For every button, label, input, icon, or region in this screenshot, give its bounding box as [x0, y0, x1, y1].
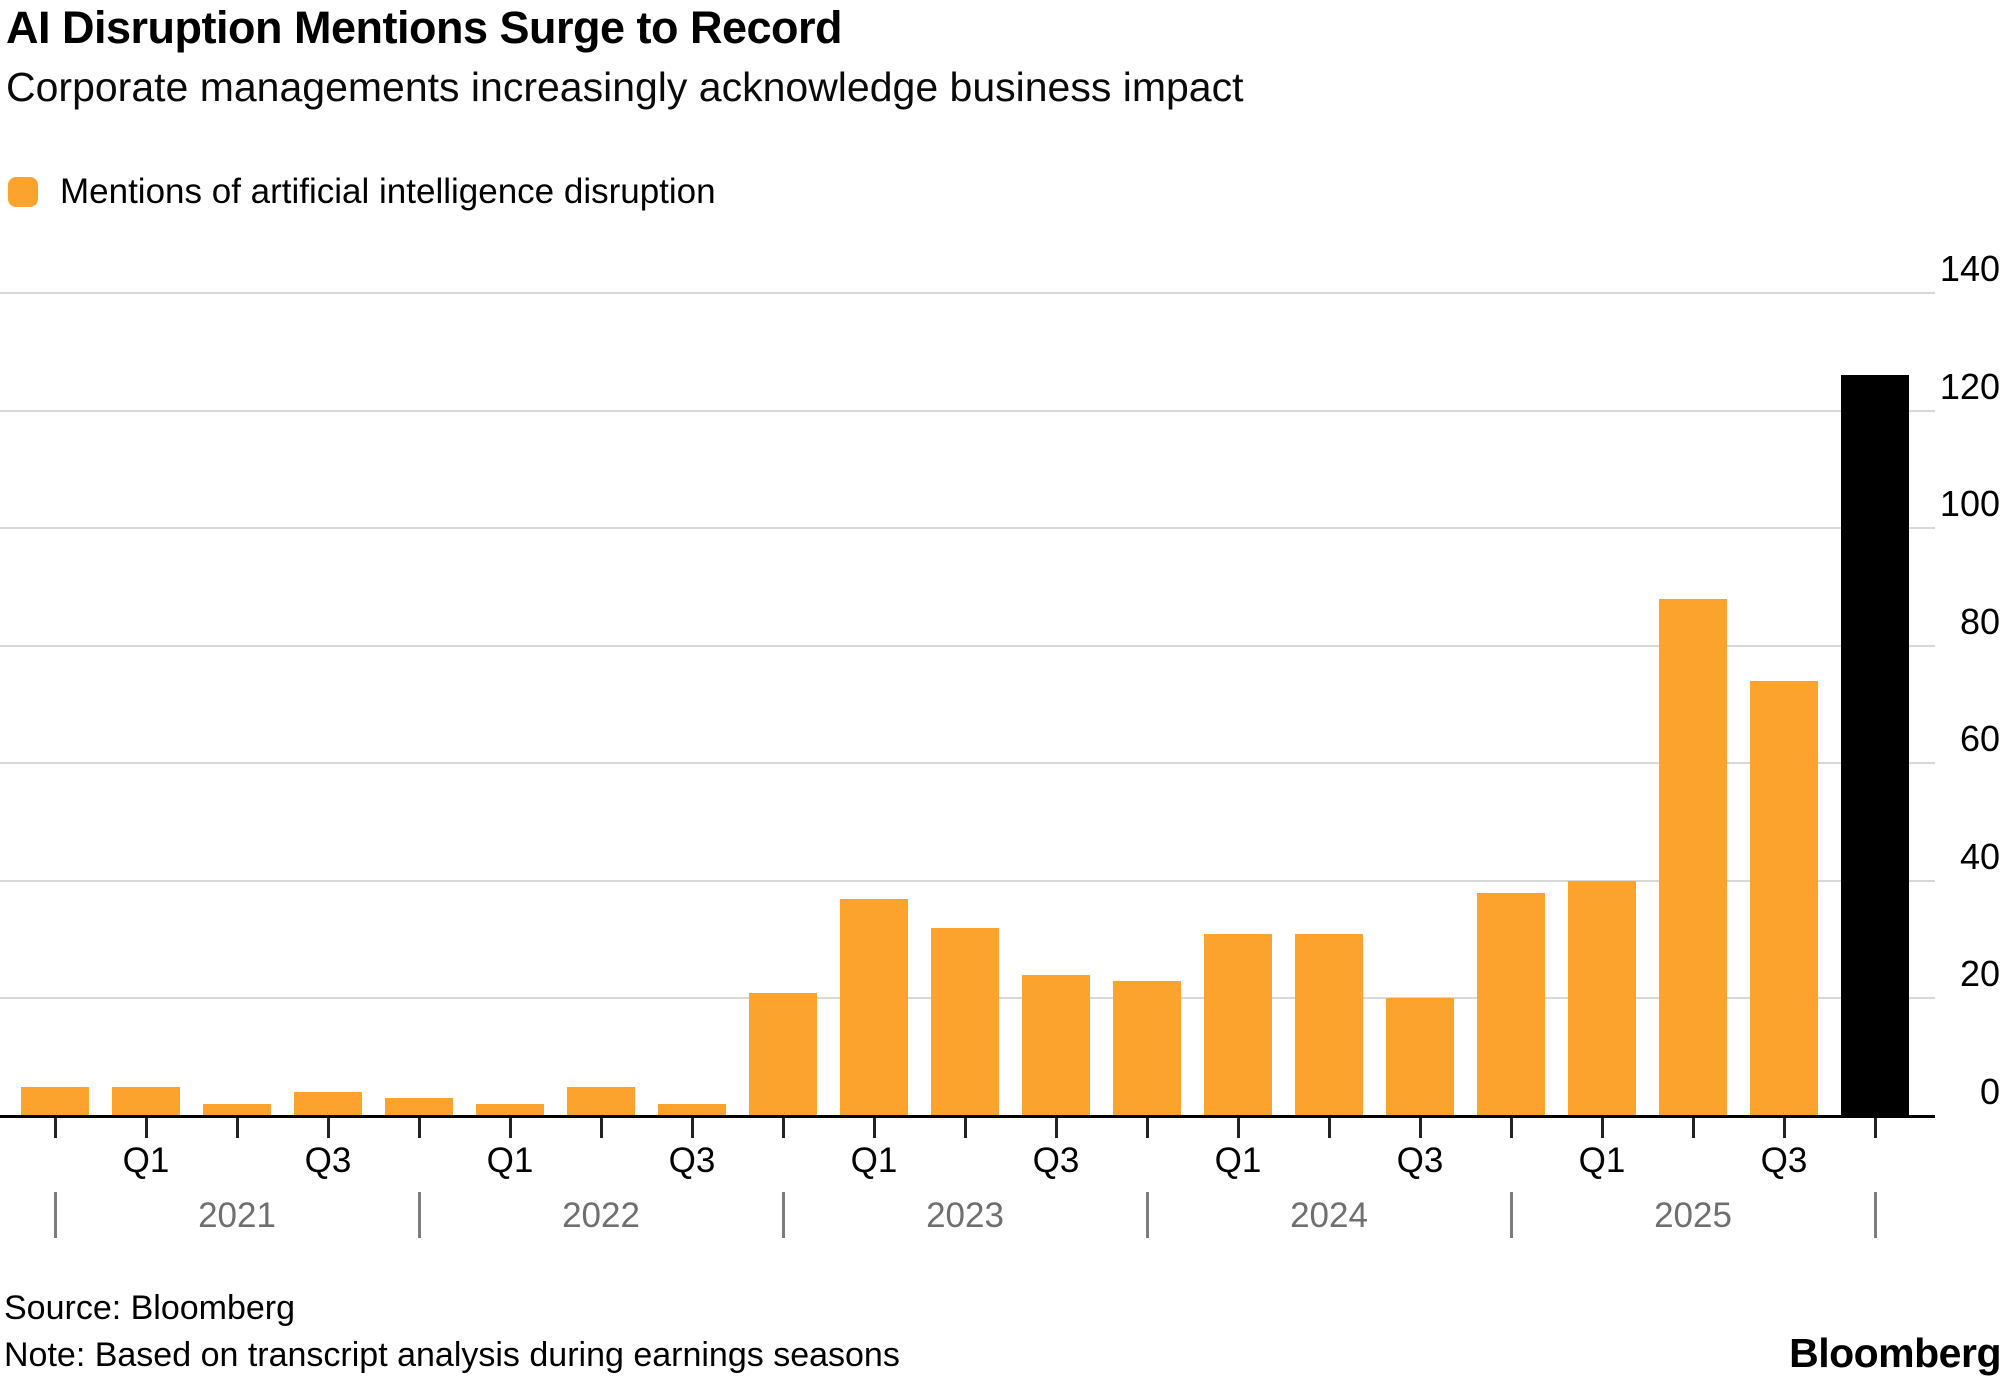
x-axis-tick	[417, 1118, 421, 1138]
bar-2021-q4	[385, 1098, 453, 1116]
y-axis-tick-label: 100	[1939, 483, 2000, 525]
x-axis-tick	[1509, 1118, 1513, 1138]
year-divider	[1509, 1192, 1513, 1238]
bar-2023-q1	[840, 898, 908, 1116]
legend-swatch-icon	[8, 177, 38, 207]
legend: Mentions of artificial intelligence disr…	[8, 172, 716, 212]
x-axis-tick	[963, 1118, 967, 1138]
x-axis-quarter-label: Q3	[1760, 1141, 1808, 1180]
bar-2023-q2	[931, 927, 999, 1116]
x-axis-tick	[1145, 1118, 1149, 1138]
x-axis-tick	[235, 1118, 239, 1138]
x-axis-tick	[1236, 1118, 1240, 1138]
year-label-2024: 2024	[1290, 1196, 1368, 1235]
y-axis-tick-label: 60	[1959, 718, 2000, 760]
x-axis-tick	[1327, 1118, 1331, 1138]
bar-2023-q3	[1022, 974, 1090, 1116]
year-label-2025: 2025	[1654, 1196, 1732, 1235]
bar-2025-q4	[1841, 375, 1909, 1116]
y-axis-tick-label: 120	[1939, 365, 2000, 407]
x-axis-tick	[1054, 1118, 1058, 1138]
gridline-40	[0, 879, 1935, 882]
bar-2021-q3	[294, 1092, 362, 1116]
bar-2024-q3	[1386, 998, 1454, 1116]
year-divider	[417, 1192, 421, 1238]
x-axis-quarter-label: Q1	[122, 1141, 170, 1180]
bar-2021-q2	[203, 1104, 271, 1116]
x-axis-tick	[1418, 1118, 1422, 1138]
note-text: Note: Based on transcript analysis durin…	[4, 1336, 900, 1374]
bar-2020-q4	[21, 1086, 89, 1116]
x-axis-tick	[326, 1118, 330, 1138]
bar-2022-q1	[476, 1104, 544, 1116]
x-axis-tick	[1782, 1118, 1786, 1138]
x-axis-quarter-label: Q3	[304, 1141, 352, 1180]
year-label-2021: 2021	[198, 1196, 276, 1235]
x-axis-quarter-label: Q3	[668, 1141, 716, 1180]
bloomberg-logo: Bloomberg	[1789, 1330, 2001, 1376]
year-divider	[53, 1192, 57, 1238]
x-axis-tick	[508, 1118, 512, 1138]
bar-2022-q2	[567, 1086, 635, 1116]
legend-label: Mentions of artificial intelligence disr…	[60, 172, 716, 211]
x-axis-quarter-label: Q1	[1578, 1141, 1626, 1180]
x-axis-tick	[144, 1118, 148, 1138]
x-axis-quarter-label: Q3	[1032, 1141, 1080, 1180]
x-axis-tick	[53, 1118, 57, 1138]
bar-2024-q2	[1295, 933, 1363, 1116]
x-axis-tick	[690, 1118, 694, 1138]
bar-2025-q3	[1750, 681, 1818, 1116]
bar-2022-q4	[749, 992, 817, 1116]
y-axis-tick-label: 0	[1979, 1071, 2000, 1112]
page-title: AI Disruption Mentions Surge to Record	[6, 2, 843, 53]
bar-2025-q1	[1568, 880, 1636, 1116]
page-subtitle: Corporate managements increasingly ackno…	[6, 64, 1244, 110]
x-axis-baseline	[0, 1115, 1935, 1118]
x-axis-tick	[781, 1118, 785, 1138]
gridline-100	[0, 527, 1935, 530]
year-label-2023: 2023	[926, 1196, 1004, 1235]
x-axis-quarter-label: Q1	[1214, 1141, 1262, 1180]
bar-2024-q1	[1204, 933, 1272, 1116]
gridline-140	[0, 292, 1935, 295]
source-text: Source: Bloomberg	[4, 1289, 296, 1327]
x-axis-quarter-label: Q3	[1396, 1141, 1444, 1180]
gridline-60	[0, 762, 1935, 765]
year-divider	[781, 1192, 785, 1238]
x-axis-quarter-label: Q1	[850, 1141, 898, 1180]
x-axis-tick	[1873, 1118, 1877, 1138]
y-axis-tick-label: 40	[1959, 835, 2000, 877]
bar-2025-q2	[1659, 598, 1727, 1116]
y-axis-tick-label: 140	[1939, 248, 2000, 290]
gridline-80	[0, 644, 1935, 647]
x-axis-tick	[599, 1118, 603, 1138]
year-divider	[1873, 1192, 1877, 1238]
gridline-120	[0, 409, 1935, 412]
year-divider	[1145, 1192, 1149, 1238]
y-axis-tick-label: 80	[1959, 600, 2000, 642]
bar-2024-q4	[1477, 892, 1545, 1116]
x-axis-tick	[872, 1118, 876, 1138]
x-axis-tick	[1691, 1118, 1695, 1138]
x-axis-tick	[1600, 1118, 1604, 1138]
bar-2022-q3	[658, 1104, 726, 1116]
y-axis-tick-label: 20	[1959, 953, 2000, 995]
bar-2023-q4	[1113, 980, 1181, 1116]
x-axis-quarter-label: Q1	[486, 1141, 534, 1180]
bar-2021-q1	[112, 1086, 180, 1116]
year-label-2022: 2022	[562, 1196, 640, 1235]
